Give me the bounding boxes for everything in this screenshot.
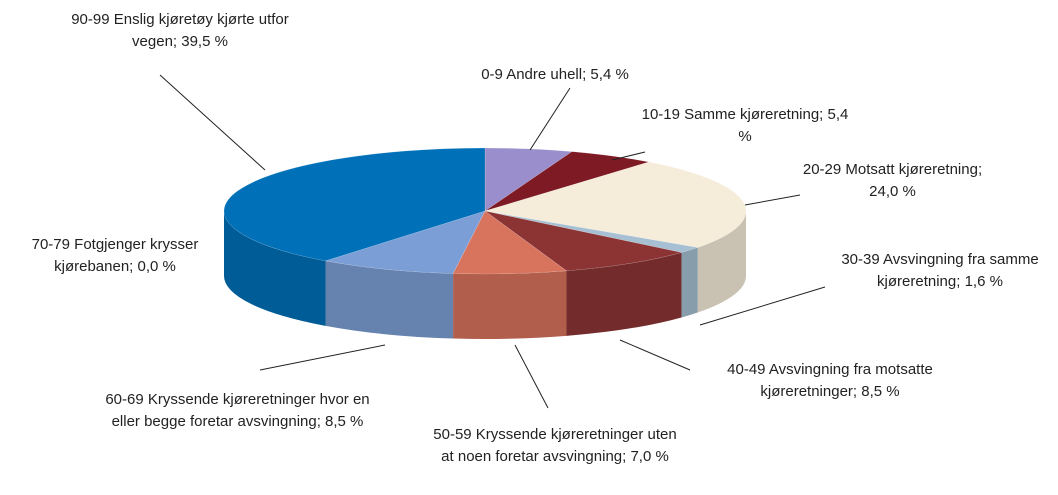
slice-label: 30-39 Avsvingning fra samme kjøreretning… bbox=[841, 251, 1039, 290]
tops bbox=[223, 147, 747, 275]
slice-label: 20-29 Motsatt kjøreretning; 24,0 % bbox=[802, 161, 983, 200]
pie-side bbox=[681, 247, 698, 318]
leader-line bbox=[619, 339, 691, 371]
leader-line bbox=[529, 87, 571, 151]
leader-line bbox=[159, 74, 266, 171]
slice-label: 10-19 Samme kjøreretning; 5,4 % bbox=[641, 106, 849, 145]
pie-side bbox=[697, 211, 746, 313]
pie-slice bbox=[325, 210, 486, 274]
pie-slice bbox=[452, 210, 568, 275]
pie-slice bbox=[484, 210, 682, 272]
slice-label: 70-79 Fotgjenger krysser kjørebanen; 0,0… bbox=[31, 236, 199, 275]
pie-slice bbox=[484, 161, 747, 248]
slice-label: 50-59 Kryssende kjøreretninger uten at n… bbox=[433, 426, 677, 465]
pie-side bbox=[223, 211, 326, 326]
pie-slice bbox=[484, 147, 573, 212]
pie-slice bbox=[484, 151, 650, 212]
leader-line bbox=[699, 286, 826, 326]
slice-label: 60-69 Kryssende kjøreretninger hvor en e… bbox=[105, 391, 370, 430]
pie-slice bbox=[223, 147, 486, 262]
slice-label: 40-49 Avsvingning fra motsatte kjøreretn… bbox=[727, 361, 933, 400]
slice-label: 90-99 Enslig kjøretøy kjørte utfor vegen… bbox=[71, 11, 289, 50]
leader-line bbox=[744, 194, 801, 206]
pie-side bbox=[566, 252, 682, 336]
leader-line bbox=[611, 151, 646, 161]
leader-line bbox=[514, 344, 549, 409]
pie-side bbox=[325, 260, 454, 339]
pie-side bbox=[453, 270, 567, 340]
leader-line bbox=[259, 344, 386, 371]
slice-label: 0-9 Andre uhell; 5,4 % bbox=[481, 66, 629, 83]
pie-slice bbox=[484, 210, 698, 253]
sides bbox=[223, 211, 746, 340]
